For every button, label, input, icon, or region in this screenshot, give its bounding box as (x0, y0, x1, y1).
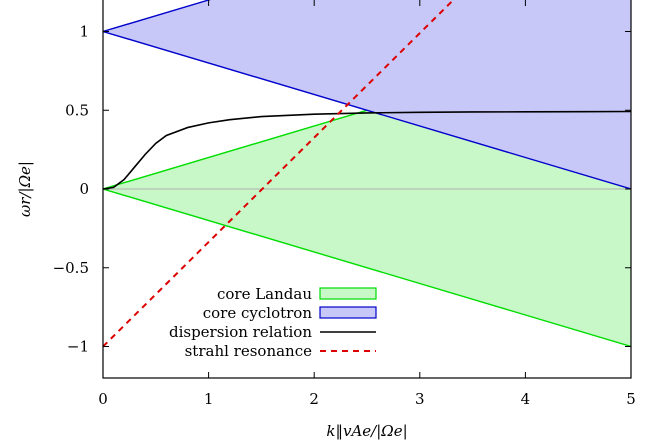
tick-labels: 0 1 2 3 4 5 −1 −0.5 0 0.5 1 (53, 23, 636, 409)
y-axis-label: ωr/|Ωe| (16, 161, 34, 217)
legend-swatch-core-cyclotron (319, 306, 377, 319)
legend-label-core-cyclotron: core cyclotron (203, 304, 313, 322)
x-tick-label: 0 (98, 390, 108, 408)
core-cyclotron-lower-edge (103, 30, 631, 190)
dispersion-relation-line (103, 110, 631, 190)
plot-area (103, 0, 631, 348)
core-cyclotron-band (103, 0, 631, 189)
legend-label-strahl-resonance: strahl resonance (185, 342, 313, 360)
x-tick-label: 4 (521, 390, 531, 408)
y-tick-label: 1 (79, 23, 89, 41)
y-tick-label: −0.5 (53, 259, 89, 277)
legend-label-core-landau: core Landau (217, 285, 312, 303)
y-tick-label: 0 (79, 180, 89, 198)
y-tick-label: 0.5 (65, 101, 89, 119)
x-tick-label: 1 (204, 390, 214, 408)
axes (102, 0, 632, 379)
y-tick-label: −1 (67, 338, 89, 356)
legend-swatch-core-landau (319, 287, 377, 300)
x-tick-label: 3 (415, 390, 425, 408)
x-tick-label: 2 (309, 390, 319, 408)
x-axis-label: k‖vAe/|Ωe| (326, 422, 407, 440)
core-landau-lower-edge (103, 188, 631, 348)
plot-frame (102, 0, 632, 379)
x-tick-label: 5 (626, 390, 636, 408)
legend-label-dispersion-relation: dispersion relation (169, 323, 312, 341)
core-cyclotron-upper-edge (103, 0, 212, 33)
